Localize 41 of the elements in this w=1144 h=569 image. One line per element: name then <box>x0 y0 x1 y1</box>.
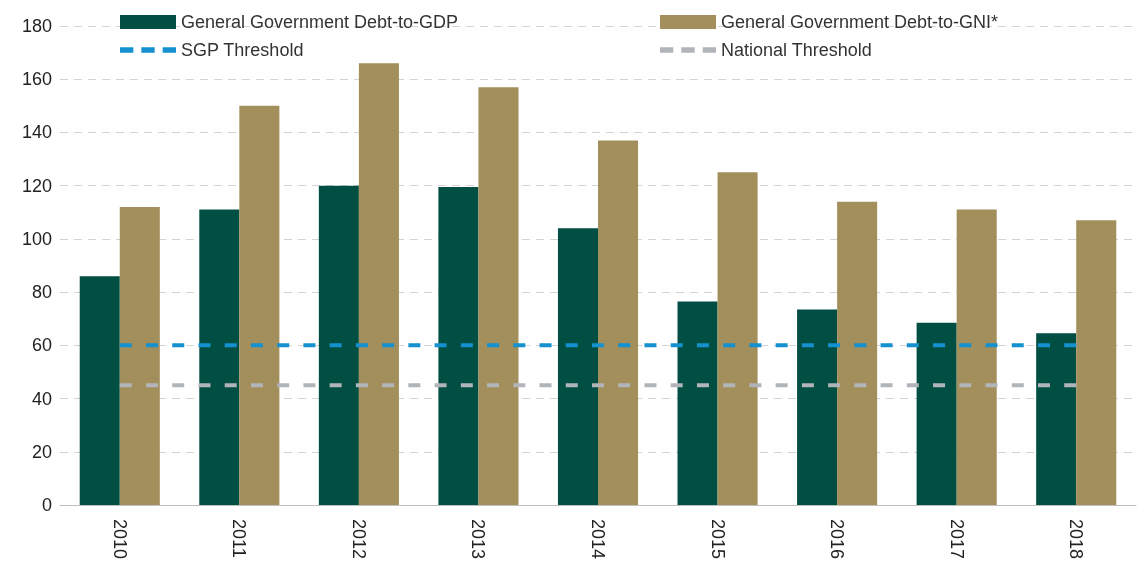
bar <box>199 209 240 505</box>
x-tick-label: 2016 <box>827 519 848 560</box>
bar <box>318 185 359 505</box>
y-tick-label: 20 <box>31 441 52 462</box>
legend-label: General Government Debt-to-GNI* <box>721 12 999 32</box>
bar <box>916 322 957 505</box>
legend-label: SGP Threshold <box>181 40 304 60</box>
bar <box>797 309 838 505</box>
x-tick-label: 2018 <box>1066 519 1087 560</box>
y-tick-label: 180 <box>21 16 52 36</box>
y-tick-label: 80 <box>31 282 52 303</box>
bar <box>478 87 519 505</box>
x-tick-label: 2011 <box>229 519 250 558</box>
y-tick-label: 120 <box>21 175 52 196</box>
bar <box>557 228 598 505</box>
y-tick-label: 100 <box>21 228 52 249</box>
legend-label: National Threshold <box>721 40 872 60</box>
y-tick-label: 60 <box>31 335 52 356</box>
y-tick-label: 160 <box>21 69 52 90</box>
legend-label: General Government Debt-to-GDP <box>181 12 459 32</box>
y-tick-label: 0 <box>41 495 52 515</box>
y-tick-label: 140 <box>21 122 52 143</box>
bar <box>438 187 479 505</box>
x-tick-label: 2015 <box>707 519 728 560</box>
x-tick-label: 2017 <box>946 519 967 560</box>
bar <box>1036 333 1077 505</box>
bar <box>598 140 639 505</box>
bar <box>1076 220 1117 505</box>
y-tick-label: 40 <box>31 388 52 409</box>
bar <box>677 301 718 505</box>
x-tick-label: 2014 <box>588 519 608 560</box>
bar <box>239 105 280 505</box>
bar <box>717 172 758 505</box>
bar <box>79 276 120 505</box>
x-tick-label: 2012 <box>348 519 369 560</box>
bar <box>119 206 160 505</box>
x-tick-label: 2010 <box>109 519 130 560</box>
bar <box>837 201 878 505</box>
x-tick-label: 2013 <box>468 519 489 560</box>
bar <box>358 63 399 505</box>
bar <box>956 209 997 505</box>
